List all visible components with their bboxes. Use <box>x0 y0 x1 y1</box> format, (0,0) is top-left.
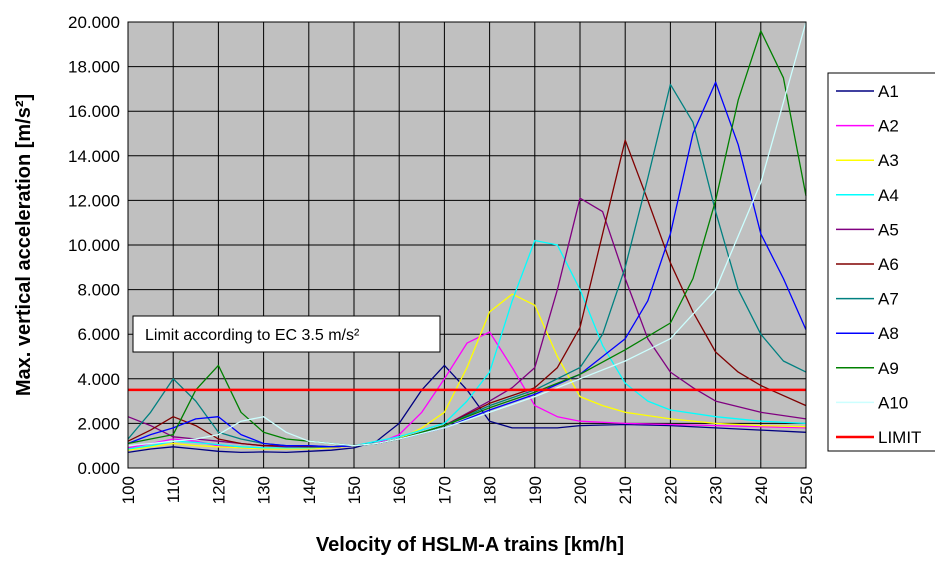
x-tick-label: 190 <box>526 476 545 504</box>
legend-item-a6: A6 <box>836 255 899 274</box>
series-line-a3 <box>127 293 807 451</box>
x-tick-label: 130 <box>255 476 274 504</box>
y-tick-label: 14.000 <box>68 147 120 166</box>
legend-label: A3 <box>878 151 899 170</box>
series-line-a4 <box>127 239 807 450</box>
x-tick-label: 110 <box>164 476 183 503</box>
legend-label: A9 <box>878 359 899 378</box>
series-line-a2 <box>127 331 807 450</box>
series-lines <box>127 21 807 454</box>
y-tick-label: 0.000 <box>77 459 120 478</box>
y-tick-label: 8.000 <box>77 281 120 300</box>
y-tick-label: 20.000 <box>68 13 120 32</box>
x-tick-label: 120 <box>209 476 228 504</box>
legend-label: A10 <box>878 393 908 412</box>
legend-item-limit: LIMIT <box>836 428 921 447</box>
legend-item-a4: A4 <box>836 186 899 205</box>
y-tick-label: 10.000 <box>68 236 120 255</box>
annotation-text: Limit according to EC 3.5 m/s² <box>145 327 360 344</box>
legend-label: A5 <box>878 220 899 239</box>
x-tick-label: 230 <box>707 476 726 504</box>
x-tick-label: 100 <box>119 476 138 504</box>
legend-label: A1 <box>878 82 899 101</box>
x-tick-label: 220 <box>661 476 680 504</box>
y-tick-label: 4.000 <box>77 370 120 389</box>
legend-item-a1: A1 <box>836 82 899 101</box>
series-line-a10 <box>127 21 807 447</box>
legend: A1 A2 A3 A4 A5 A6 A7 A8 A9 A10 LIMIT <box>827 72 935 452</box>
y-tick-label: 18.000 <box>68 58 120 77</box>
annotation-box: Limit according to EC 3.5 m/s² <box>132 315 441 353</box>
x-tick-label: 240 <box>752 476 771 504</box>
x-tick-label: 180 <box>481 476 500 504</box>
plot-border <box>127 21 807 469</box>
legend-label: A8 <box>878 324 899 343</box>
legend-label: A6 <box>878 255 899 274</box>
legend-label: A7 <box>878 290 899 309</box>
x-tick-label: 210 <box>616 476 635 504</box>
y-tick-label: 16.000 <box>68 102 120 121</box>
grid <box>127 21 807 469</box>
legend-item-a10: A10 <box>836 393 908 412</box>
x-tick-labels: 100 110 120 130 140 150 160 170 180 190 200 210 220 2… <box>119 476 816 504</box>
x-tick-label: 160 <box>390 476 409 504</box>
legend-item-a5: A5 <box>836 220 899 239</box>
y-tick-labels: 0.000 2.000 4.000 6.000 8.000 10.000 12.000 14.… <box>68 13 120 478</box>
x-tick-label: 150 <box>345 476 364 504</box>
legend-item-a8: A8 <box>836 324 899 343</box>
legend-item-a3: A3 <box>836 151 899 170</box>
legend-item-a7: A7 <box>836 290 899 309</box>
y-axis-title: Max. vertical acceleration [m/s²] <box>13 94 35 396</box>
legend-label: A2 <box>878 117 899 136</box>
x-axis-title: Velocity of HSLM-A trains [km/h] <box>316 534 624 556</box>
legend-item-a9: A9 <box>836 359 899 378</box>
legend-label: LIMIT <box>878 428 921 447</box>
series-line-a1 <box>127 364 807 454</box>
y-tick-label: 12.000 <box>68 191 120 210</box>
legend-item-a2: A2 <box>836 117 899 136</box>
x-tick-label: 250 <box>797 476 816 504</box>
legend-label: A4 <box>878 186 899 205</box>
x-tick-label: 200 <box>571 476 590 504</box>
x-tick-label: 170 <box>435 476 454 504</box>
x-tick-label: 140 <box>300 476 319 504</box>
y-tick-label: 2.000 <box>77 414 120 433</box>
y-tick-label: 6.000 <box>77 325 120 344</box>
